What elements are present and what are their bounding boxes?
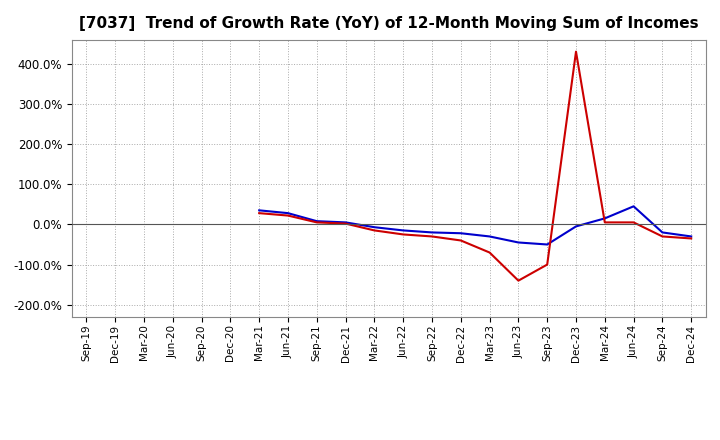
Ordinary Income Growth Rate <box>284 210 292 216</box>
Line: Ordinary Income Growth Rate: Ordinary Income Growth Rate <box>259 206 691 245</box>
Ordinary Income Growth Rate <box>428 230 436 235</box>
Ordinary Income Growth Rate <box>255 208 264 213</box>
Title: [7037]  Trend of Growth Rate (YoY) of 12-Month Moving Sum of Incomes: [7037] Trend of Growth Rate (YoY) of 12-… <box>79 16 698 32</box>
Net Income Growth Rate <box>687 236 696 241</box>
Net Income Growth Rate <box>312 220 321 225</box>
Ordinary Income Growth Rate <box>600 216 609 221</box>
Ordinary Income Growth Rate <box>543 242 552 247</box>
Net Income Growth Rate <box>658 234 667 239</box>
Ordinary Income Growth Rate <box>572 224 580 229</box>
Ordinary Income Growth Rate <box>456 231 465 236</box>
Net Income Growth Rate <box>341 221 350 226</box>
Net Income Growth Rate <box>485 250 494 255</box>
Net Income Growth Rate <box>255 210 264 216</box>
Line: Net Income Growth Rate: Net Income Growth Rate <box>259 51 691 281</box>
Net Income Growth Rate <box>572 49 580 54</box>
Ordinary Income Growth Rate <box>514 240 523 245</box>
Ordinary Income Growth Rate <box>312 219 321 224</box>
Net Income Growth Rate <box>428 234 436 239</box>
Ordinary Income Growth Rate <box>629 204 638 209</box>
Ordinary Income Growth Rate <box>658 230 667 235</box>
Net Income Growth Rate <box>514 278 523 283</box>
Ordinary Income Growth Rate <box>687 234 696 239</box>
Net Income Growth Rate <box>600 220 609 225</box>
Net Income Growth Rate <box>629 220 638 225</box>
Net Income Growth Rate <box>370 228 379 233</box>
Net Income Growth Rate <box>543 262 552 267</box>
Net Income Growth Rate <box>284 213 292 218</box>
Ordinary Income Growth Rate <box>485 234 494 239</box>
Ordinary Income Growth Rate <box>341 220 350 225</box>
Ordinary Income Growth Rate <box>370 224 379 230</box>
Net Income Growth Rate <box>399 232 408 237</box>
Net Income Growth Rate <box>456 238 465 243</box>
Ordinary Income Growth Rate <box>399 228 408 233</box>
